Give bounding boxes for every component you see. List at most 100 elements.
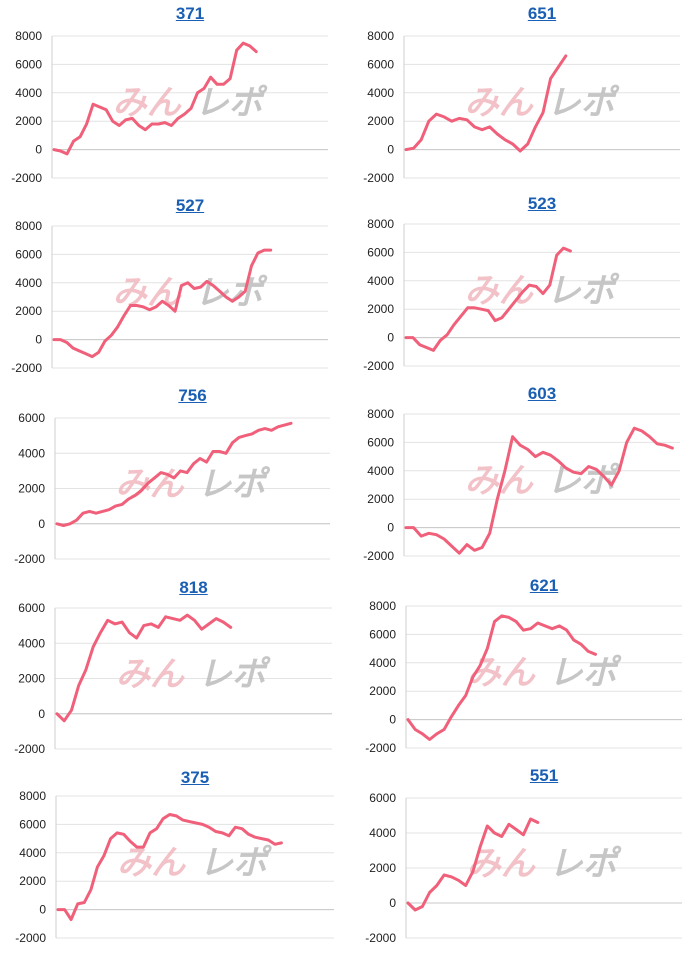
data-point: [135, 636, 138, 640]
chart-title-link[interactable]: 375: [180, 768, 210, 787]
data-point: [536, 621, 539, 625]
data-point: [579, 643, 583, 646]
data-point: [269, 248, 272, 252]
data-point: [71, 346, 75, 350]
line-chart: -2000 0 2000 4000 6000 8000 みん レポ: [11, 29, 328, 185]
data-point: [124, 118, 127, 121]
data-point: [159, 471, 163, 474]
data-point: [587, 465, 590, 468]
data-point: [445, 333, 449, 336]
data-point: [473, 125, 476, 129]
chart-panel: -2000 0 2000 4000 6000 みん レポ 756: [0, 380, 350, 570]
y-tick-label: 4000: [18, 446, 45, 460]
y-tick-label: 0: [35, 143, 42, 157]
data-point: [237, 436, 241, 439]
data-point: [529, 627, 532, 630]
data-point: [528, 283, 531, 287]
data-point: [65, 341, 68, 344]
chart-title-link[interactable]: 551: [529, 766, 559, 785]
watermark-logo: みん レポ: [465, 461, 620, 501]
data-point: [459, 315, 462, 318]
watermark-logo: みん レポ: [116, 465, 271, 505]
data-point: [63, 719, 66, 722]
data-point: [404, 336, 408, 339]
data-point: [518, 444, 522, 447]
data-point: [185, 471, 189, 474]
data-point: [507, 823, 511, 826]
chart-title-link[interactable]: 621: [529, 576, 559, 595]
data-point: [617, 469, 621, 472]
chart-title-link[interactable]: 651: [527, 4, 557, 23]
y-tick-label: 6000: [369, 791, 396, 805]
data-point: [157, 626, 160, 629]
data-point: [75, 519, 78, 522]
data-point: [253, 835, 257, 839]
data-point: [114, 504, 117, 508]
data-point: [543, 624, 547, 628]
data-point: [70, 709, 73, 712]
data-point: [201, 823, 204, 826]
chart-title-link[interactable]: 603: [527, 384, 557, 403]
data-point: [625, 441, 628, 444]
data-point: [102, 854, 106, 857]
data-point: [263, 248, 266, 252]
data-point: [135, 304, 139, 307]
data-point: [228, 77, 232, 80]
data-point: [610, 483, 613, 487]
watermark-text-gray: レポ: [195, 273, 268, 313]
data-point: [526, 142, 529, 146]
data-point: [595, 468, 598, 471]
data-point: [496, 498, 499, 501]
data-point: [221, 831, 224, 835]
watermark-text-gray: レポ: [547, 271, 620, 311]
data-point: [541, 292, 545, 295]
data-point: [273, 843, 277, 846]
chart-title-link[interactable]: 523: [527, 194, 557, 213]
data-point: [473, 549, 476, 552]
data-point: [406, 718, 410, 721]
data-point: [406, 901, 410, 905]
data-point: [211, 450, 215, 453]
data-point: [549, 453, 552, 457]
data-point: [412, 526, 415, 529]
data-point: [432, 349, 435, 352]
data-point: [113, 622, 117, 626]
data-point: [565, 628, 568, 632]
data-point: [452, 323, 456, 327]
data-point: [135, 845, 139, 849]
data-point: [106, 619, 109, 622]
data-point: [91, 645, 95, 648]
data-point: [122, 314, 126, 317]
data-point: [493, 319, 497, 322]
data-point: [110, 334, 113, 337]
data-point: [218, 290, 221, 293]
data-point: [167, 304, 170, 307]
line-chart: -2000 0 2000 4000 6000 8000 みん レポ: [363, 407, 680, 563]
data-point: [602, 475, 606, 478]
chart-title-link[interactable]: 818: [179, 578, 208, 597]
chart-title-link[interactable]: 756: [178, 386, 207, 405]
chart-panel: -2000 0 2000 4000 6000 みん レポ 551: [350, 760, 700, 953]
y-tick-label: 6000: [367, 435, 394, 449]
data-point: [215, 83, 219, 86]
y-tick-label: 4000: [367, 464, 394, 478]
data-point: [587, 650, 590, 653]
data-point: [487, 309, 490, 312]
y-tick-label: -2000: [14, 552, 45, 566]
data-point: [522, 833, 525, 836]
data-point: [526, 448, 529, 451]
watermark-logo: みん レポ: [467, 844, 622, 884]
chart-panel: -2000 0 2000 4000 6000 8000 みん レポ 621: [350, 570, 700, 760]
line-chart: -2000 0 2000 4000 6000 8000 みん レポ: [15, 789, 334, 945]
data-point: [163, 121, 167, 124]
data-point: [511, 142, 514, 146]
chart-title-link[interactable]: 527: [175, 196, 205, 215]
data-point: [514, 620, 518, 623]
chart-panel: -2000 0 2000 4000 6000 みん レポ 818: [0, 570, 350, 760]
watermark-text-pink: みん: [465, 83, 534, 123]
chart-panel: -2000 0 2000 4000 6000 8000 みん レポ 375: [0, 760, 350, 953]
y-tick-label: 8000: [369, 599, 396, 613]
chart-title-link[interactable]: 371: [175, 4, 205, 23]
data-point: [558, 624, 561, 628]
watermark-logo: みん レポ: [116, 655, 271, 695]
